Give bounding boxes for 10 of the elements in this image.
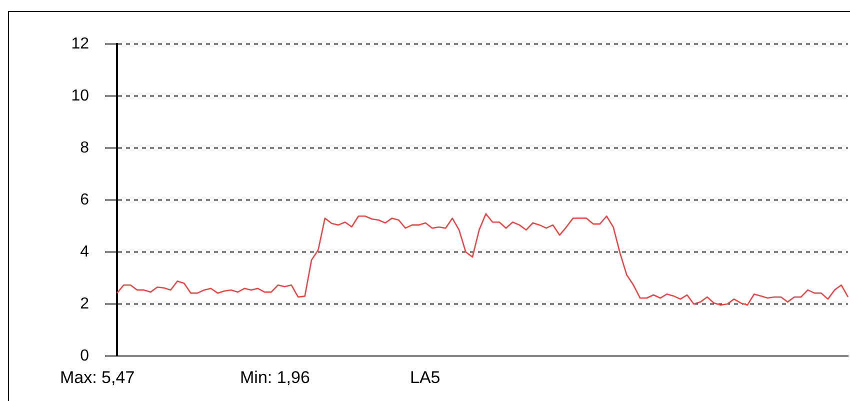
text: Min: 1,96	[240, 368, 310, 388]
text: Max: 5,47	[60, 368, 135, 388]
text: LA5	[410, 368, 440, 388]
y-tick-label: 6	[80, 191, 90, 208]
y-tick-label: 0	[80, 347, 90, 364]
y-tick-label: 4	[80, 243, 90, 260]
y-tick-label: 10	[71, 87, 90, 104]
y-tick-label: 2	[80, 295, 90, 312]
y-tick-label: 12	[71, 35, 90, 52]
y-tick-label: 8	[80, 139, 90, 156]
